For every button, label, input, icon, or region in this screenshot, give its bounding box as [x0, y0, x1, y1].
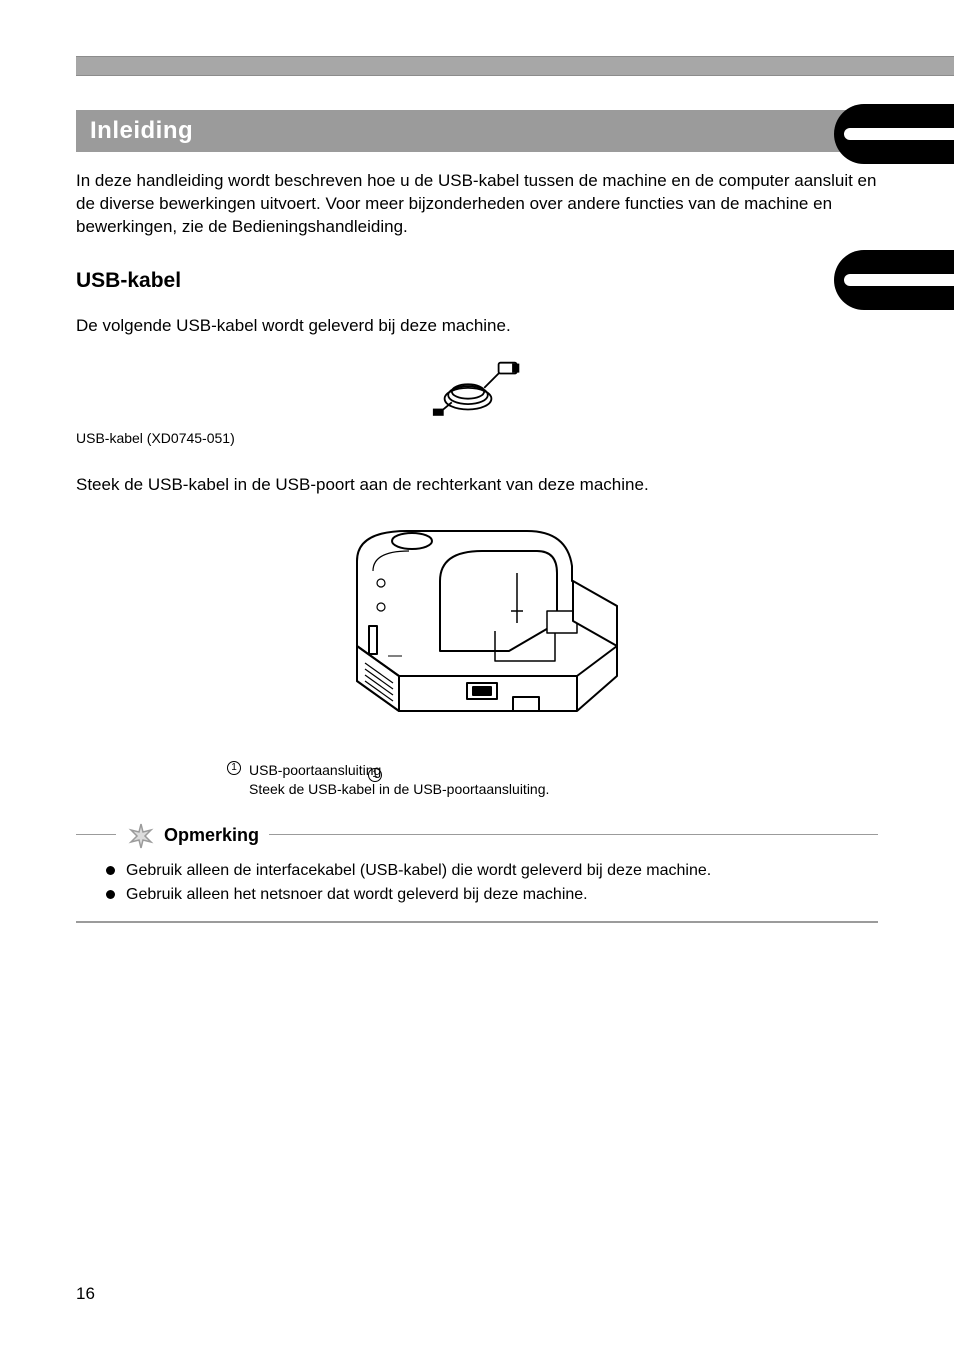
- note-item: Gebruik alleen de interfacekabel (USB-ka…: [106, 859, 878, 883]
- note-block: Opmerking Gebruik alleen de interfacekab…: [76, 834, 878, 923]
- top-rule: [76, 56, 954, 76]
- usb-port-instruction: Steek de USB-kabel in de USB-poort aan d…: [76, 474, 878, 497]
- note-title: Opmerking: [164, 825, 259, 846]
- caption-number-icon: 1: [227, 761, 241, 775]
- heading-bar: Inleiding: [76, 110, 878, 152]
- thumb-tab-1: [834, 104, 954, 164]
- usb-cable-icon: [432, 352, 522, 422]
- note-item: Gebruik alleen het netsnoer dat wordt ge…: [106, 883, 878, 907]
- note-title-wrap: Opmerking: [116, 821, 269, 851]
- note-list: Gebruik alleen de interfacekabel (USB-ka…: [76, 859, 878, 907]
- subheading-usb-kabel: USB-kabel: [76, 269, 878, 293]
- thumb-tab-inner: [844, 128, 954, 140]
- thumb-tab-inner: [844, 274, 954, 286]
- usb-cable-illustration: [76, 352, 878, 422]
- page-heading: Inleiding: [90, 117, 193, 145]
- caption-label: USB-poortaansluiting: [249, 761, 381, 781]
- page: Inleiding In deze handleiding wordt besc…: [0, 0, 954, 1348]
- intro-paragraph: In deze handleiding wordt beschreven hoe…: [76, 170, 878, 239]
- part-label: USB-kabel (XD0745-051): [76, 430, 878, 446]
- callout-number-icon: 1: [368, 768, 382, 782]
- machine-illustration: 1: [76, 511, 878, 751]
- thumb-tab-2: [834, 250, 954, 310]
- page-number: 16: [76, 1284, 95, 1304]
- note-star-icon: [126, 821, 156, 851]
- usb-intro-text: De volgende USB-kabel wordt geleverd bij…: [76, 315, 878, 338]
